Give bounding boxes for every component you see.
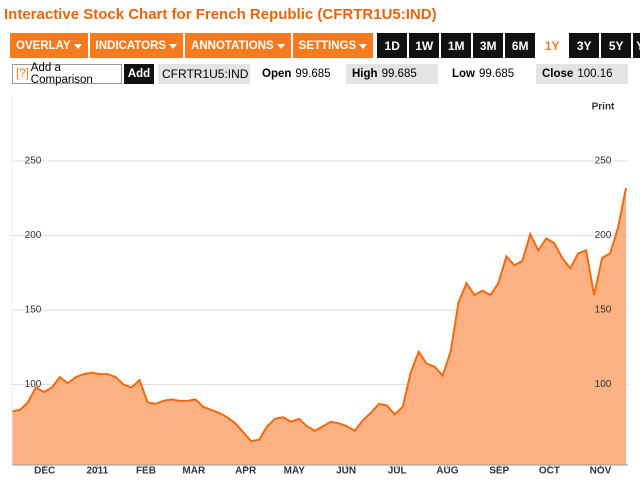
x-tick-label: SEP (489, 466, 509, 477)
quote-label: Close (542, 68, 574, 80)
comparison-input[interactable]: [?] Add a Comparison (12, 62, 122, 86)
y-tick-label: 100 (25, 379, 42, 390)
quote-field: Open 99.685 (256, 64, 348, 84)
placeholder: Add a Comparison (30, 62, 93, 86)
y-tick-label: 250 (25, 156, 42, 167)
add-button[interactable]: Add (124, 64, 154, 84)
x-tick-label: OCT (539, 466, 560, 477)
y-tick-label: 200 (595, 230, 612, 241)
menu-button[interactable]: SETTINGS (292, 33, 374, 58)
quote-field: Low 99.685 (446, 64, 538, 84)
x-tick-label: FEB (136, 466, 156, 477)
y-tick-label: 150 (595, 305, 612, 316)
print-link[interactable]: Print (592, 102, 615, 113)
x-tick-label: AUG (436, 466, 458, 477)
range-button[interactable]: 1M (441, 33, 472, 58)
range-button[interactable]: 6M (505, 33, 536, 58)
quote-label: Low (452, 68, 475, 80)
range-button[interactable]: 1D (377, 33, 408, 58)
x-tick-label: APR (235, 466, 257, 477)
toolbar: OVERLAY INDICATORS ANNOTATIONS SETTINGS 1D 1W… (10, 33, 640, 58)
quote-value: 99.685 (295, 68, 331, 80)
range-button[interactable]: 5Y (601, 33, 632, 58)
page-title: Interactive Stock Chart for French Repub… (4, 6, 437, 23)
x-tick-label: MAY (284, 466, 306, 477)
symbol: CFRTR1U5:IND (158, 64, 250, 84)
line (11, 187, 627, 443)
x-tick-label: NOV (590, 466, 612, 477)
help[interactable]: [?] (16, 68, 29, 80)
x-tick-label: MAR (182, 466, 206, 477)
chart: Print 100 100 150 150 200 200 250 250 DEC 2011 FEB M… (11, 94, 628, 477)
range-button[interactable]: 1Y (537, 33, 568, 58)
quote-label: High (352, 68, 378, 80)
y-tick-label: 150 (25, 305, 42, 316)
quote-field: Close 100.16 (536, 64, 628, 84)
range-button[interactable]: 3Y (569, 33, 600, 58)
range-button[interactable]: 1W (409, 33, 440, 58)
range-button[interactable]: 3M (473, 33, 504, 58)
quote-value: 100.16 (577, 68, 613, 80)
x-tick-label: 2011 (86, 466, 108, 477)
x-tick-label: JUN (336, 466, 356, 477)
menu-button[interactable]: OVERLAY (10, 33, 88, 58)
menu-button[interactable]: ANNOTATIONS (185, 33, 291, 58)
y-tick-label: 250 (595, 156, 612, 167)
x-tick-label: DEC (34, 466, 55, 477)
menu-button[interactable]: INDICATORS (89, 33, 184, 58)
quote-field: High 99.685 (346, 64, 438, 84)
quote-value: 99.685 (479, 68, 515, 80)
y-tick-label: 100 (595, 379, 612, 390)
range-button[interactable]: YTD (633, 33, 640, 58)
quote-label: Open (262, 68, 292, 80)
quote-value: 99.685 (381, 68, 417, 80)
area (12, 187, 626, 465)
x-tick-label: JUL (388, 466, 407, 477)
y-tick-label: 200 (25, 230, 42, 241)
